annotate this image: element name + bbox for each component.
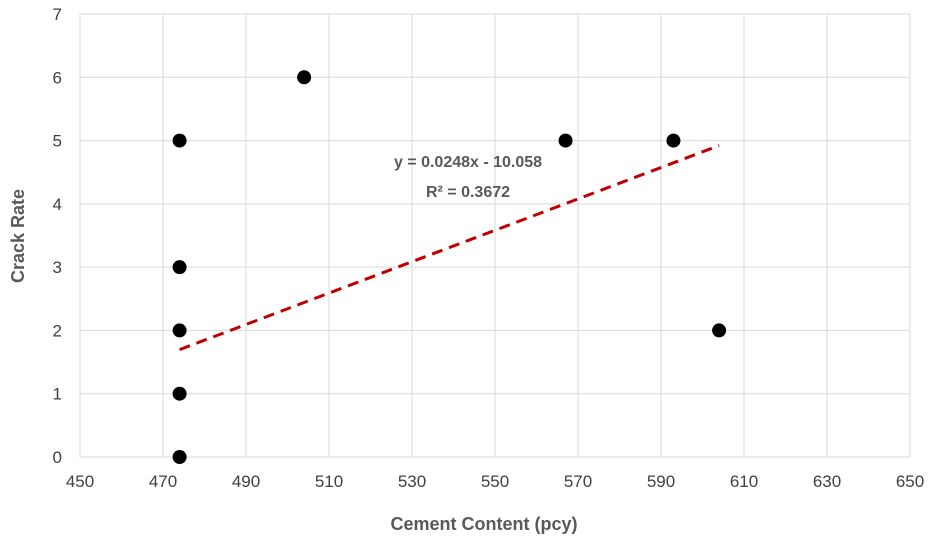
data-point (172, 260, 187, 275)
x-axis-ticks: 450 470 490 510 530 550 570 590 610 630 650 (66, 472, 924, 491)
y-tick-label: 3 (53, 258, 62, 277)
x-tick-label: 550 (481, 472, 509, 491)
y-tick-label: 0 (53, 448, 62, 467)
x-tick-label: 490 (232, 472, 260, 491)
data-point (172, 450, 187, 464)
x-tick-label: 650 (896, 472, 924, 491)
data-point (172, 323, 187, 338)
data-point (666, 133, 681, 148)
grid-lines (79, 13, 911, 458)
y-tick-label: 1 (53, 385, 62, 404)
x-tick-label: 530 (398, 472, 426, 491)
trendline (179, 144, 720, 351)
x-tick-label: 570 (564, 472, 592, 491)
y-tick-label: 5 (53, 132, 62, 151)
data-point (558, 133, 573, 148)
y-tick-label: 6 (53, 68, 62, 87)
data-point (297, 70, 312, 85)
trendline-group (179, 144, 720, 351)
x-tick-label: 450 (66, 472, 94, 491)
x-tick-label: 610 (730, 472, 758, 491)
x-tick-label: 630 (813, 472, 841, 491)
y-tick-label: 2 (53, 321, 62, 340)
trendline-r-squared: R² = 0.3672 (426, 184, 510, 201)
trendline-equation: y = 0.0248x - 10.058 (394, 154, 542, 171)
y-tick-label: 7 (53, 5, 62, 24)
x-tick-label: 510 (315, 472, 343, 491)
data-point (712, 323, 727, 338)
y-axis-ticks: 0 1 2 3 4 5 6 7 (53, 5, 62, 467)
data-point (172, 133, 187, 148)
x-axis-title: Cement Content (pcy) (390, 514, 577, 534)
y-tick-label: 4 (53, 195, 62, 214)
x-tick-label: 590 (647, 472, 675, 491)
data-point (172, 386, 187, 401)
x-tick-label: 470 (149, 472, 177, 491)
data-points (172, 70, 727, 464)
y-axis-title: Crack Rate (8, 189, 28, 283)
